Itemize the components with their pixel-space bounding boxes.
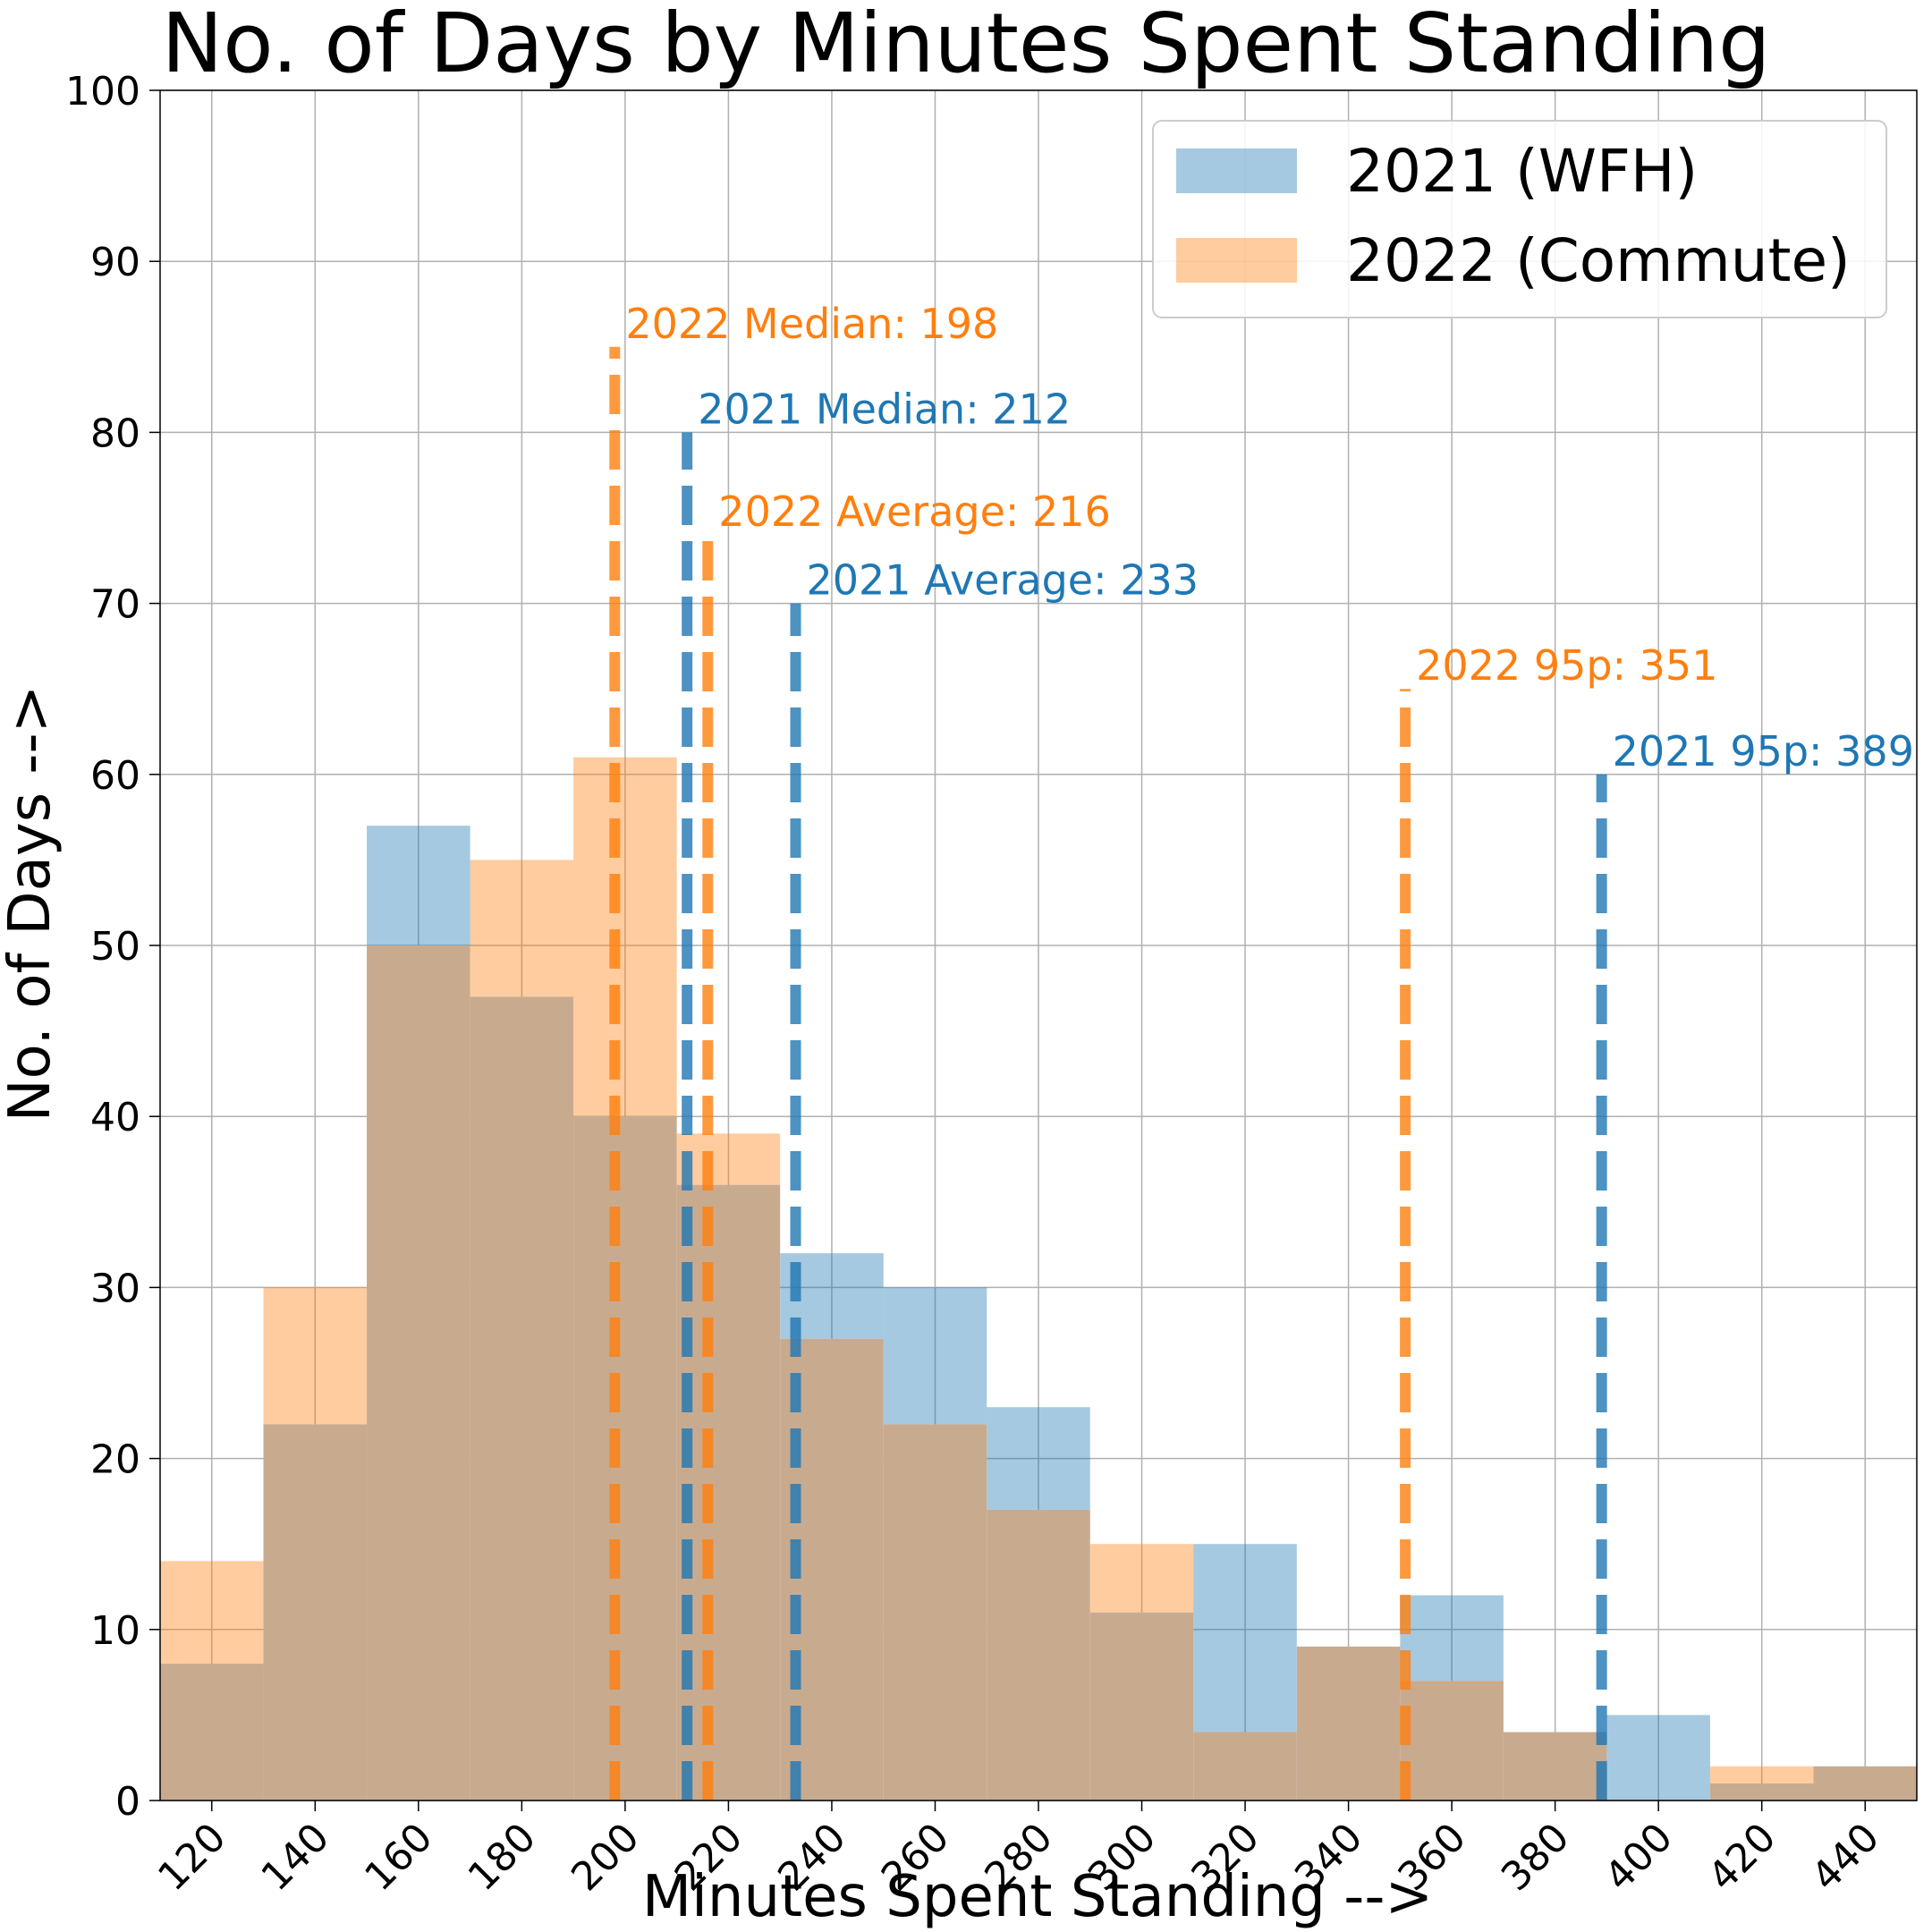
y-tick-label: 0 — [115, 1779, 140, 1825]
series-2022-bars — [160, 757, 1814, 1784]
y-axis-ticks: 0 10 20 30 40 50 60 70 80 90 100 — [65, 69, 160, 1825]
bar-overlap — [470, 996, 574, 1801]
y-tick-label: 20 — [90, 1437, 140, 1483]
bar-overlap — [263, 1424, 368, 1801]
bar-overlap — [1089, 1612, 1194, 1801]
x-tick-label: 140 — [253, 1815, 338, 1900]
x-tick-label: 420 — [1699, 1815, 1784, 1900]
bar-2021 — [883, 1287, 987, 1425]
legend-box — [1152, 120, 1887, 318]
bar-2022 — [676, 1133, 781, 1185]
bar-2021 — [367, 826, 470, 945]
bar-overlap — [1193, 1732, 1297, 1801]
annotation-label: 2022 95p: 351 — [1416, 641, 1717, 690]
x-tick-label: 380 — [1493, 1815, 1578, 1900]
x-tick-label: 200 — [563, 1815, 648, 1900]
bar-overlap — [1503, 1732, 1607, 1801]
x-tick-label: 440 — [1803, 1815, 1888, 1900]
y-axis-label: No. of Days --> — [0, 685, 64, 1123]
legend-swatch-2022 — [1176, 238, 1297, 283]
legend-swatch-2021 — [1176, 148, 1297, 193]
bar-2021 — [1400, 1595, 1504, 1682]
y-tick-label: 50 — [90, 924, 140, 970]
annotation-label: 2022 Average: 216 — [718, 487, 1111, 536]
x-tick-label: 120 — [149, 1815, 234, 1900]
x-tick-label: 160 — [356, 1815, 441, 1900]
bar-overlap — [1709, 1783, 1814, 1801]
series-2021-bars — [367, 826, 1710, 1801]
y-tick-label: 30 — [90, 1266, 140, 1311]
bar-overlap — [676, 1184, 781, 1801]
bar-2022 — [263, 1287, 368, 1425]
bar-overlap — [160, 1664, 264, 1801]
bar-overlap — [1296, 1646, 1401, 1801]
y-tick-label: 80 — [90, 411, 140, 456]
bar-2022 — [1709, 1766, 1814, 1784]
x-tick-label: 400 — [1597, 1815, 1682, 1900]
bar-overlap — [987, 1509, 1090, 1801]
bar-2022 — [1089, 1544, 1194, 1613]
bar-2021 — [1606, 1715, 1710, 1801]
bar-overlap — [883, 1424, 987, 1801]
annotation-lines: 2022 Median: 198 2021 Median: 212 2022 Ave… — [609, 300, 1914, 1801]
annotation-label: 2021 95p: 389 — [1613, 727, 1914, 775]
bar-2022 — [573, 757, 677, 1117]
annotation-label: 2022 Median: 198 — [625, 300, 998, 348]
legend-label-2021: 2021 (WFH) — [1346, 137, 1698, 206]
bar-2021 — [987, 1407, 1090, 1510]
legend: 2021 (WFH) 2022 (Commute) — [1152, 120, 1887, 318]
legend-label-2022: 2022 (Commute) — [1346, 226, 1851, 295]
y-tick-label: 40 — [90, 1095, 140, 1140]
x-axis-label: Minutes Spent Standing --> — [642, 1864, 1433, 1930]
x-tick-label: 180 — [460, 1815, 545, 1900]
y-tick-label: 10 — [90, 1608, 140, 1654]
bar-overlap — [573, 1116, 677, 1801]
bar-overlap — [1400, 1681, 1504, 1801]
annotation-label: 2021 Median: 212 — [698, 385, 1071, 433]
bar-2021 — [1193, 1544, 1297, 1733]
bar-2022 — [160, 1561, 264, 1665]
bar-2022 — [470, 860, 574, 997]
annotation-label: 2021 Average: 233 — [807, 556, 1199, 605]
bar-overlap — [367, 945, 470, 1801]
y-tick-label: 90 — [90, 240, 140, 285]
chart-title: No. of Days by Minutes Spent Standing — [161, 0, 1770, 91]
y-tick-label: 70 — [90, 582, 140, 628]
bar-overlap — [1813, 1766, 1917, 1801]
y-tick-label: 60 — [90, 753, 140, 799]
y-tick-label: 100 — [65, 69, 140, 114]
